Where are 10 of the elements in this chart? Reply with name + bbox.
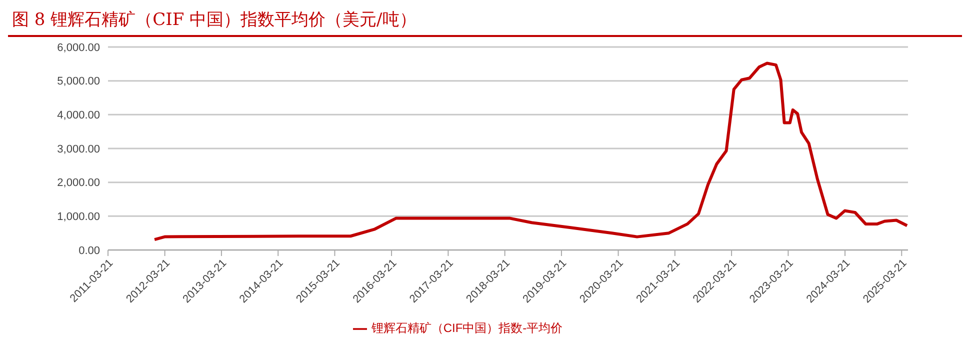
y-tick-label: 5,000.00	[57, 76, 100, 88]
y-tick-label: 0.00	[78, 244, 100, 257]
y-tick-label: 6,000.00	[57, 42, 100, 54]
y-tick-label: 1,000.00	[57, 211, 100, 224]
line-series	[153, 62, 908, 242]
chart-title: 图 8 锂辉石精矿（CIF 中国）指数平均价（美元/吨）	[8, 8, 962, 37]
legend-label: 锂辉石精矿（CIF中国）指数-平均价	[371, 321, 563, 335]
y-tick-label: 4,000.00	[57, 110, 100, 122]
y-tick-label: 2,000.00	[57, 177, 100, 190]
y-tick-label: 3,000.00	[57, 143, 100, 156]
